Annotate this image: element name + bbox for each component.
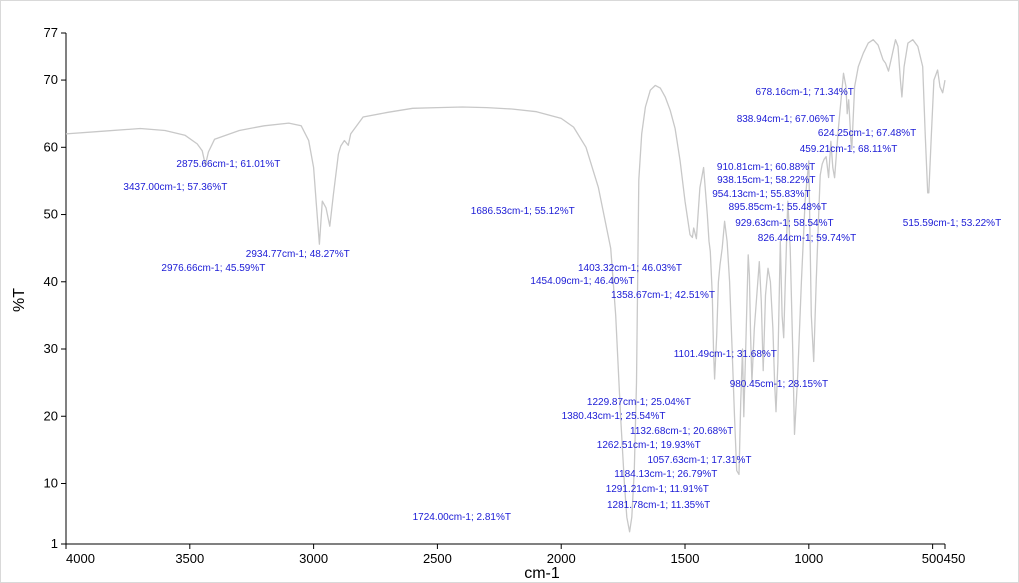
peak-label: 2934.77cm-1; 48.27%T	[246, 249, 350, 260]
spectrum-line	[65, 39, 946, 533]
peak-label: 678.16cm-1; 71.34%T	[756, 87, 854, 98]
x-tick-label: 4000	[66, 551, 95, 566]
peak-label: 1724.00cm-1; 2.81%T	[413, 512, 511, 523]
x-tick-label: 500	[922, 551, 944, 566]
peak-label: 1057.63cm-1; 17.31%T	[648, 455, 752, 466]
peak-label: 1229.87cm-1; 25.04%T	[587, 397, 691, 408]
peak-label: 938.15cm-1; 58.22%T	[717, 175, 815, 186]
peak-label: 838.94cm-1; 67.06%T	[737, 114, 835, 125]
y-tick-label: 77	[44, 25, 58, 40]
peak-label: 1291.21cm-1; 11.91%T	[606, 484, 709, 495]
y-tick-label: 1	[51, 536, 58, 551]
x-tick-label: 3500	[175, 551, 204, 566]
x-tick-label: 1000	[794, 551, 823, 566]
peak-label: 515.59cm-1; 53.22%T	[903, 218, 1001, 229]
peak-label: 1454.09cm-1; 46.40%T	[530, 276, 634, 287]
peak-label: 1380.43cm-1; 25.54%T	[562, 411, 666, 422]
peak-label: 929.63cm-1; 58.54%T	[735, 218, 833, 229]
peak-label: 2875.66cm-1; 61.01%T	[176, 159, 280, 170]
peak-label: 1101.49cm-1; 31.68%T	[674, 349, 777, 360]
x-tick-label: 2000	[547, 551, 576, 566]
y-axis-title: %T	[11, 288, 28, 312]
series-layer	[65, 39, 946, 533]
peak-annotations: 3437.00cm-1; 57.36%T 2875.66cm-1; 61.01%T…	[123, 87, 1001, 523]
y-tick-label: 30	[44, 341, 58, 356]
peak-label: 1686.53cm-1; 55.12%T	[471, 206, 575, 217]
x-tick-label: 450	[944, 551, 966, 566]
peak-label: 2976.66cm-1; 45.59%T	[161, 263, 265, 274]
ticks: 4000 3500 3000 2500 2000 1500 1000 500 450 77 70 60…	[44, 25, 966, 566]
peak-label: 459.21cm-1; 68.11%T	[800, 144, 898, 155]
y-tick-label: 70	[44, 72, 58, 87]
peak-label: 910.81cm-1; 60.88%T	[717, 162, 815, 173]
peak-label: 1184.13cm-1; 26.79%T	[614, 469, 717, 480]
peak-label: 1403.32cm-1; 46.03%T	[578, 263, 682, 274]
peak-label: 1262.51cm-1; 19.93%T	[597, 440, 701, 451]
y-tick-label: 60	[44, 139, 58, 154]
y-tick-label: 10	[44, 475, 58, 490]
peak-label: 3437.00cm-1; 57.36%T	[123, 182, 227, 193]
y-tick-label: 50	[44, 207, 58, 222]
y-tick-label: 20	[44, 408, 58, 423]
axes	[65, 33, 945, 545]
peak-label: 1358.67cm-1; 42.51%T	[611, 290, 715, 301]
x-tick-label: 1500	[671, 551, 700, 566]
y-tick-label: 40	[44, 274, 58, 289]
peak-label: 980.45cm-1; 28.15%T	[730, 379, 828, 390]
x-tick-label: 3000	[299, 551, 328, 566]
peak-label: 624.25cm-1; 67.48%T	[818, 128, 916, 139]
x-tick-label: 2500	[423, 551, 452, 566]
peak-label: 826.44cm-1; 59.74%T	[758, 233, 856, 244]
x-axis-title: cm-1	[524, 565, 560, 582]
peak-label: 895.85cm-1; 55.48%T	[729, 202, 827, 213]
peak-label: 1132.68cm-1; 20.68%T	[630, 426, 733, 437]
peak-label: 1281.78cm-1; 11.35%T	[607, 500, 710, 511]
peak-label: 954.13cm-1; 55.83%T	[712, 189, 810, 200]
